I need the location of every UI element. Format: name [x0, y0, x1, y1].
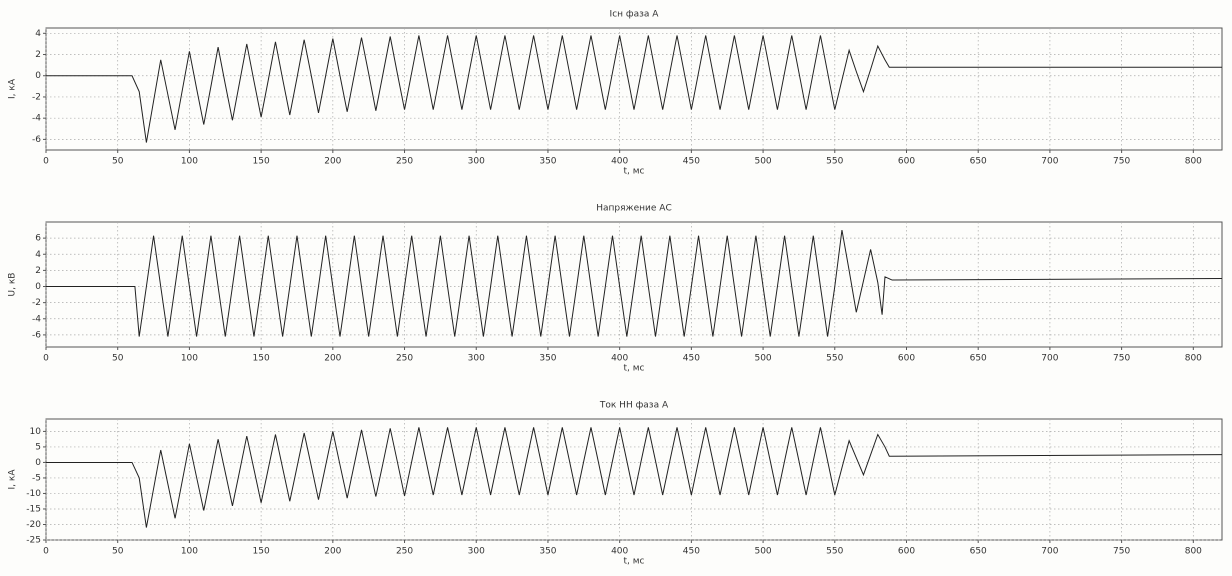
x-tick-label: 450	[683, 547, 700, 557]
chart-title: Напряжение АС	[596, 204, 672, 214]
x-tick-label: 750	[1113, 547, 1130, 557]
x-tick-label: 600	[898, 547, 915, 557]
waveform	[46, 427, 1223, 528]
chart-title: Iсн фаза А	[610, 10, 660, 20]
x-tick-label: 800	[1185, 547, 1202, 557]
x-tick-label: 750	[1113, 157, 1130, 167]
y-tick-label: -6	[32, 135, 41, 145]
y-tick-label: 10	[30, 427, 42, 437]
x-tick-label: 550	[826, 547, 843, 557]
x-axis-label: t, мс	[624, 557, 645, 567]
x-tick-label: 550	[826, 354, 843, 364]
plot-frame	[45, 221, 1223, 348]
x-tick-label: 600	[898, 157, 915, 167]
y-tick-label: -20	[26, 520, 41, 530]
x-tick-label: 350	[539, 354, 556, 364]
x-tick-label: 0	[43, 547, 49, 557]
x-tick-label: 250	[396, 354, 413, 364]
waveform	[46, 35, 1222, 143]
x-tick-label: 450	[683, 157, 700, 167]
plot-frame	[45, 418, 1223, 541]
x-tick-label: 550	[826, 157, 843, 167]
x-tick-label: 0	[43, 354, 49, 364]
x-tick-label: 350	[539, 157, 556, 167]
x-tick-label: 100	[181, 547, 198, 557]
y-tick-label: 6	[35, 234, 41, 244]
y-tick-label: -5	[32, 473, 41, 483]
y-tick-label: -2	[32, 298, 41, 308]
x-tick-label: 150	[253, 547, 270, 557]
y-tick-label: 2	[35, 50, 41, 60]
x-tick-label: 700	[1041, 157, 1058, 167]
x-tick-label: 650	[970, 157, 987, 167]
chart-title: Ток НН фаза А	[599, 401, 669, 411]
x-tick-label: 200	[324, 157, 341, 167]
x-tick-label: 300	[468, 354, 485, 364]
y-tick-label: -25	[26, 536, 41, 546]
x-tick-label: 0	[43, 157, 49, 167]
x-tick-label: 650	[970, 547, 987, 557]
x-tick-label: 800	[1185, 157, 1202, 167]
y-tick-label: 4	[35, 29, 41, 39]
y-tick-label: 0	[35, 71, 41, 81]
x-tick-label: 600	[898, 354, 915, 364]
x-axis-label: t, мс	[624, 364, 645, 374]
y-tick-label: -2	[32, 92, 41, 102]
y-tick-label: 0	[35, 458, 41, 468]
x-tick-label: 100	[181, 157, 198, 167]
y-tick-label: 4	[35, 250, 41, 260]
y-tick-label: 2	[35, 266, 41, 276]
x-tick-label: 750	[1113, 354, 1130, 364]
y-tick-label: 5	[35, 442, 41, 452]
x-tick-label: 50	[112, 354, 124, 364]
x-tick-label: 700	[1041, 354, 1058, 364]
y-axis-label: I, кА	[8, 78, 18, 99]
x-tick-label: 100	[181, 354, 198, 364]
x-tick-label: 500	[754, 157, 771, 167]
x-tick-label: 500	[754, 354, 771, 364]
x-tick-label: 700	[1041, 547, 1058, 557]
x-axis-label: t, мс	[624, 167, 645, 177]
y-tick-label: -15	[26, 504, 41, 514]
plot-frame	[45, 27, 1223, 151]
y-tick-label: 0	[35, 282, 41, 292]
x-tick-label: 300	[468, 157, 485, 167]
x-tick-label: 50	[112, 157, 124, 167]
x-tick-label: 650	[970, 354, 987, 364]
y-tick-label: -4	[32, 314, 41, 324]
x-tick-label: 400	[611, 547, 628, 557]
x-tick-label: 150	[253, 157, 270, 167]
y-axis-label: U, кВ	[8, 273, 18, 297]
x-tick-label: 400	[611, 157, 628, 167]
y-tick-label: -4	[32, 114, 41, 124]
x-tick-label: 150	[253, 354, 270, 364]
x-tick-label: 250	[396, 157, 413, 167]
y-tick-label: -10	[26, 489, 41, 499]
waveform	[46, 229, 1223, 337]
x-tick-label: 300	[468, 547, 485, 557]
y-axis-label: I, кА	[8, 469, 18, 490]
x-tick-label: 250	[396, 547, 413, 557]
y-tick-label: -6	[32, 330, 41, 340]
x-tick-label: 350	[539, 547, 556, 557]
x-tick-label: 200	[324, 354, 341, 364]
x-tick-label: 50	[112, 547, 124, 557]
x-tick-label: 400	[611, 354, 628, 364]
x-tick-label: 800	[1185, 354, 1202, 364]
x-tick-label: 200	[324, 547, 341, 557]
x-tick-label: 450	[683, 354, 700, 364]
x-tick-label: 500	[754, 547, 771, 557]
